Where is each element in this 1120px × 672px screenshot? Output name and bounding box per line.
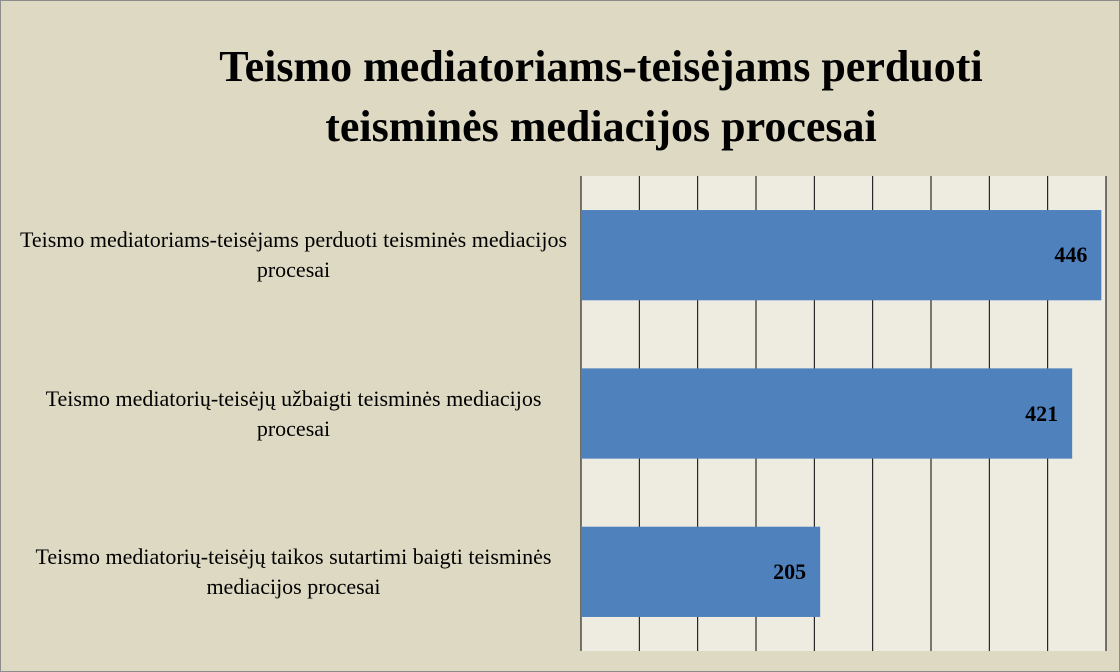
data-label: 446: [1054, 242, 1088, 268]
y-tick-label: Teismo mediatoriams-teisėjams perduoti t…: [19, 227, 568, 283]
y-tick-label: Teismo mediatorių-teisėjų taikos sutarti…: [35, 543, 552, 599]
bar: [581, 526, 821, 617]
bar: [581, 368, 1073, 459]
y-tick-label: Teismo mediatorių-teisėjų užbaigti teism…: [45, 385, 542, 441]
bar: [581, 210, 1102, 301]
chart-title: Teismo mediatoriams-teisėjams perduoti t…: [219, 42, 983, 151]
data-label: 421: [1025, 400, 1059, 426]
data-label: 205: [773, 558, 807, 584]
